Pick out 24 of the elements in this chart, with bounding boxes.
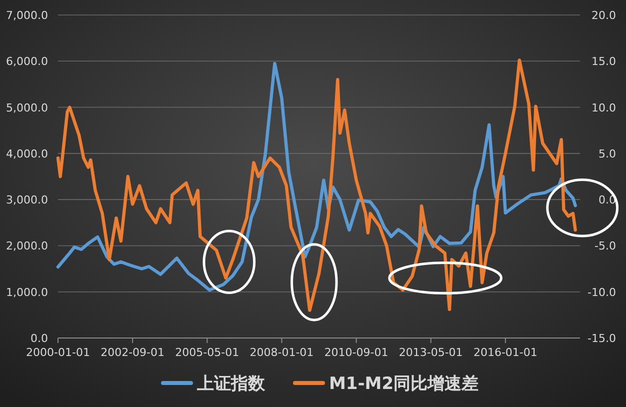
y-tick-label: 7,000.0	[6, 9, 48, 22]
y-tick-label: 3,000.0	[6, 194, 48, 207]
y2-tick-label: 15.0	[592, 55, 616, 68]
y-tick-label: 1,000.0	[6, 286, 48, 299]
x-tick-label: 2013-05-01	[398, 346, 463, 359]
x-tick-label: 2005-05-01	[175, 346, 240, 359]
y2-tick-label: 10.0	[592, 101, 616, 114]
x-tick-label: 2010-09-01	[324, 346, 388, 359]
y2-tick-label: -15.0	[588, 332, 616, 345]
y2-tick-label: 5.0	[598, 147, 616, 160]
x-tick-label: 2000-01-01	[26, 346, 90, 359]
y2-tick-label: 20.0	[592, 9, 616, 22]
y2-tick-label: -5.0	[594, 240, 616, 253]
y-tick-label: 2,000.0	[6, 240, 48, 253]
x-tick-label: 2016-01-01	[473, 346, 538, 359]
y-tick-label: 5,000.0	[6, 101, 48, 114]
legend-label: M1-M2同比增速差	[329, 374, 479, 394]
y-tick-label: 4,000.0	[6, 147, 48, 160]
x-tick-label: 2002-09-01	[100, 346, 165, 359]
y2-tick-label: -10.0	[588, 286, 616, 299]
x-tick-label: 2008-01-01	[250, 346, 314, 359]
y-tick-label: 0.0	[30, 332, 48, 345]
y-tick-label: 6,000.0	[6, 55, 48, 68]
legend-label: 上证指数	[196, 374, 266, 394]
